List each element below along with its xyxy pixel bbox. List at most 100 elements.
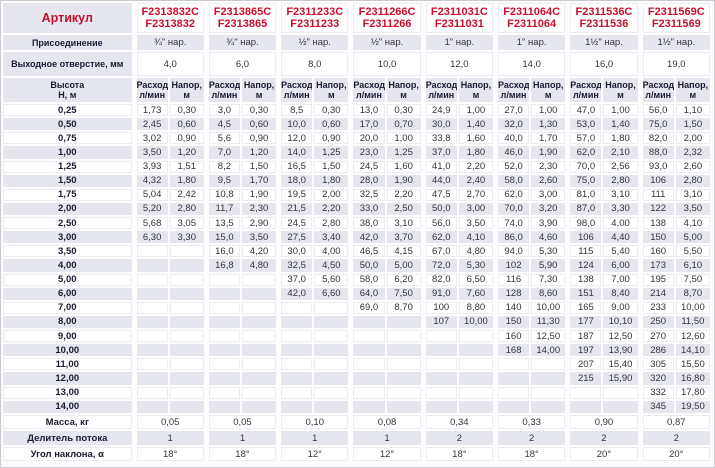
flow-value: [133, 273, 168, 286]
head-value: 4,00: [314, 245, 349, 258]
spec-row: 9,00 160 12,50 187 12,50 270 12,60: [3, 330, 710, 343]
head-value: [314, 386, 349, 399]
head-value: 15,90: [603, 372, 638, 385]
head-value: 1,50: [675, 118, 710, 131]
head-value: 6,20: [386, 273, 421, 286]
head-value: 2,20: [314, 202, 349, 215]
head-value: 1,30: [531, 118, 566, 131]
flow-subheader: Расход, л/мин: [205, 78, 240, 102]
head-value: 0,90: [314, 132, 349, 145]
flow-value: [422, 330, 457, 343]
flow-value: 250: [639, 315, 674, 328]
flow-value: 27,5: [278, 231, 313, 244]
flow-value: 33,8: [422, 132, 457, 145]
head-value: 1,60: [458, 132, 493, 145]
flow-value: 28,0: [350, 174, 385, 187]
flow-value: 11,7: [205, 202, 240, 215]
flow-value: 140: [495, 301, 530, 314]
flow-value: 305: [639, 358, 674, 371]
article-cell: F2311266C F2311266: [350, 3, 421, 33]
head-value: 2,60: [531, 174, 566, 187]
head-value: 3,30: [169, 231, 204, 244]
spec-row: 0,75 3,02 0,90 5,6 0,90 12,0 0,90 20,0 1,00 33,8 1…: [3, 132, 710, 145]
flow-value: [495, 372, 530, 385]
angle-label: Угол наклона, α: [3, 447, 132, 461]
flow-value: 165: [567, 301, 602, 314]
flow-value: 58,0: [350, 273, 385, 286]
flow-value: [278, 386, 313, 399]
flow-value: 88,0: [639, 146, 674, 159]
flow-value: 53,0: [567, 118, 602, 131]
head-value: [169, 315, 204, 328]
flow-value: [205, 273, 240, 286]
flow-value: 128: [495, 287, 530, 300]
flow-value: [133, 245, 168, 258]
head-value: 10,00: [458, 315, 493, 328]
head-value: [169, 358, 204, 371]
head-value: 2,20: [386, 188, 421, 201]
head-value: 1,70: [241, 174, 277, 187]
flow-value: 6,30: [133, 231, 168, 244]
head-value: [458, 358, 493, 371]
head-value: [241, 330, 277, 343]
head-value: 1,51: [169, 160, 204, 173]
flow-value: 150: [639, 231, 674, 244]
flow-value: 46,5: [350, 245, 385, 258]
flow-value: 98,0: [567, 217, 602, 230]
flow-value: 32,5: [278, 259, 313, 272]
flow-value: 69,0: [350, 301, 385, 314]
flow-value: [133, 287, 168, 300]
head-subheader: Напор, м: [603, 78, 638, 102]
angle-row: Угол наклона, α 18° 18° 12° 12° 18° 18° 20° 20°: [3, 447, 710, 461]
connection-row-label: Присоединение: [3, 35, 132, 50]
outlet-diameter-cell: 14,0: [495, 52, 566, 76]
head-value: 1,20: [241, 146, 277, 159]
head-value: 1,80: [314, 174, 349, 187]
flow-value: 16,5: [278, 160, 313, 173]
head-value: 1,00: [458, 104, 493, 117]
head-value: 7,50: [386, 287, 421, 300]
flow-value: [205, 315, 240, 328]
connection-cell: 1½" нар.: [639, 35, 710, 50]
flow-value: 9,5: [205, 174, 240, 187]
head-value: 16,80: [675, 372, 710, 385]
spec-row: 10,00 168 14,00 197 13,90 286 14,10: [3, 344, 710, 357]
head-value: [241, 301, 277, 314]
flow-value: 70,0: [495, 202, 530, 215]
head-value: 8,70: [675, 287, 710, 300]
head-value: [458, 386, 493, 399]
flow-value: 17,0: [350, 118, 385, 131]
head-value: [241, 372, 277, 385]
head-value: 4,40: [603, 231, 638, 244]
flow-value: 332: [639, 386, 674, 399]
head-value: 0,30: [241, 104, 277, 117]
flow-value: [350, 386, 385, 399]
flow-value: [205, 344, 240, 357]
head-value: 1,25: [386, 146, 421, 159]
height-cell: 13,00: [3, 386, 132, 399]
flow-subheader: Расход, л/мин: [639, 78, 674, 102]
head-value: 0,90: [241, 132, 277, 145]
head-value: [458, 372, 493, 385]
head-value: [314, 344, 349, 357]
head-value: 8,60: [531, 287, 566, 300]
height-cell: 12,00: [3, 372, 132, 385]
flow-value: 107: [422, 315, 457, 328]
flow-value: 62,0: [567, 146, 602, 159]
head-value: 12,50: [531, 330, 566, 343]
head-value: 1,00: [531, 104, 566, 117]
head-value: 3,50: [241, 231, 277, 244]
mass-cell: 0,05: [133, 415, 204, 429]
article-cell: F2311569C F2311569: [639, 3, 710, 33]
spec-row: 2,00 5,20 2,80 11,7 2,30 21,5 2,20 33,0 2,50 50,0…: [3, 202, 710, 215]
head-value: 2,30: [241, 202, 277, 215]
flow-value: [205, 287, 240, 300]
height-cell: 3,50: [3, 245, 132, 258]
flow-value: 3,0: [205, 104, 240, 117]
flow-value: 168: [495, 344, 530, 357]
flow-value: 177: [567, 315, 602, 328]
head-value: 3,05: [169, 217, 204, 230]
head-value: 1,40: [458, 118, 493, 131]
spec-row: 12,00 215 15,90 320 16,80: [3, 372, 710, 385]
spec-row: 13,00 332 17,80: [3, 386, 710, 399]
